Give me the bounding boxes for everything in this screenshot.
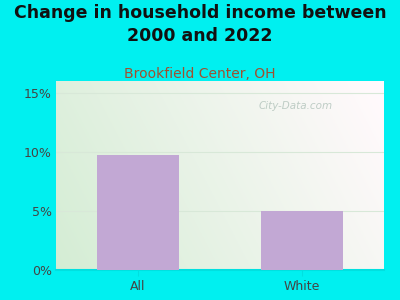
Bar (261, 211, 343, 270)
Text: Change in household income between
2000 and 2022: Change in household income between 2000 … (14, 4, 386, 45)
Text: City-Data.com: City-Data.com (258, 100, 332, 111)
Bar (97, 155, 179, 270)
Text: Brookfield Center, OH: Brookfield Center, OH (124, 68, 276, 82)
